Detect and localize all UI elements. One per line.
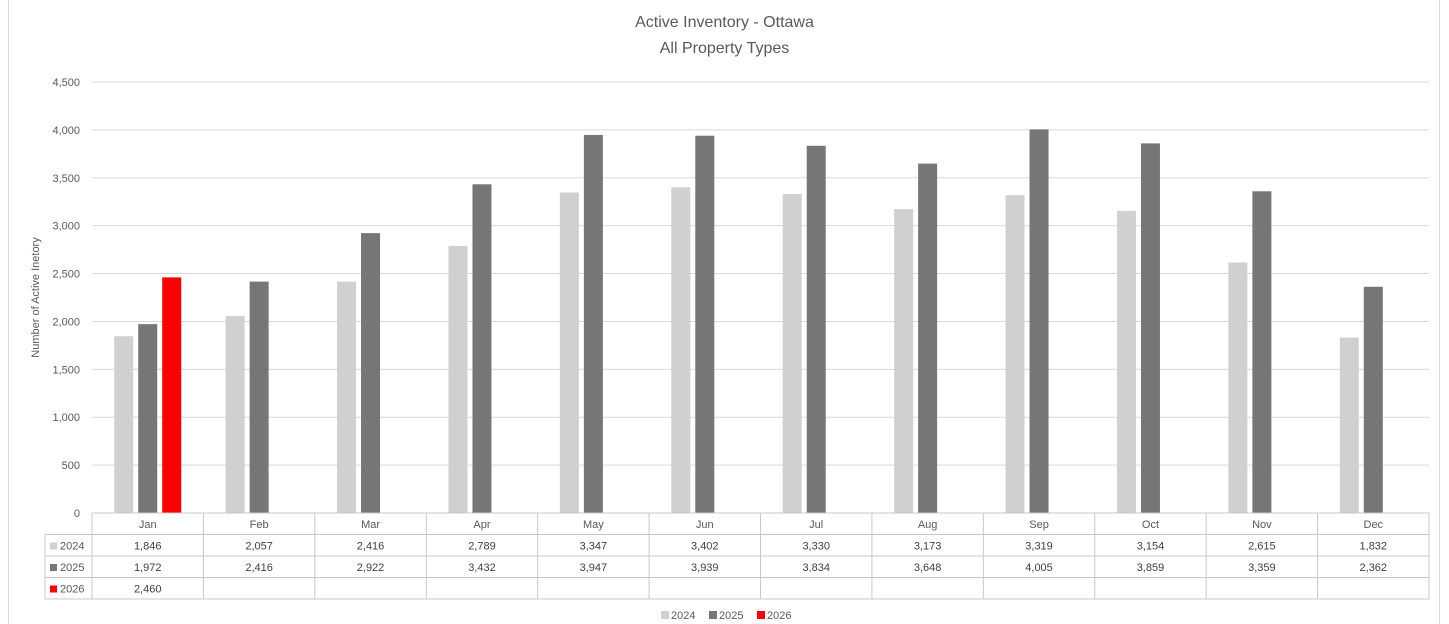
y-tick-label: 0 (74, 508, 80, 520)
legend-label: 2024 (671, 610, 695, 622)
data-label: 1,846 (134, 541, 162, 553)
y-tick-label: 4,000 (52, 125, 80, 137)
data-label: 2,362 (1360, 562, 1388, 574)
bar-2025-jun (695, 135, 715, 514)
y-tick-label: 3,000 (52, 221, 80, 233)
bar-2024-jul (782, 194, 802, 513)
bar-2024-nov (1228, 262, 1248, 513)
y-tick-label: 2,000 (52, 316, 80, 328)
bar-2024-aug (894, 209, 914, 513)
x-tick-label: Aug (918, 519, 938, 531)
y-axis-title: Number of Active Inetory (30, 237, 42, 358)
bar-2024-mar (337, 281, 357, 513)
bar-2024-oct (1116, 210, 1136, 514)
x-tick-label: Nov (1252, 519, 1272, 531)
x-tick-label: Feb (250, 519, 269, 531)
data-label: 2,615 (1248, 541, 1276, 553)
y-tick-label: 3,500 (52, 173, 80, 185)
x-tick-label: Apr (473, 519, 490, 531)
x-tick-label: May (583, 519, 604, 531)
data-label: 3,432 (468, 562, 496, 574)
bar-2025-nov (1252, 191, 1272, 513)
x-tick-label: Sep (1029, 519, 1049, 531)
table-legend-key (50, 564, 57, 571)
y-tick-label: 1,000 (52, 412, 80, 424)
x-tick-label: Jul (809, 519, 823, 531)
table-legend-key (50, 542, 57, 550)
x-tick-label: Mar (361, 519, 380, 531)
data-label: 3,319 (1025, 541, 1053, 553)
bar-2024-dec (1339, 337, 1359, 513)
chart-frame (8, 0, 1440, 624)
bar-2024-apr (448, 245, 468, 513)
x-tick-label: Jan (139, 519, 157, 531)
data-label: 2,416 (245, 562, 273, 574)
data-label: 3,359 (1248, 562, 1276, 574)
table-series-label: 2025 (60, 562, 84, 574)
x-tick-label: Dec (1364, 519, 1384, 531)
x-tick-label: Jun (696, 519, 714, 531)
bar-2024-feb (225, 315, 245, 513)
legend-key (709, 611, 717, 619)
legend-label: 2026 (767, 610, 791, 622)
data-label: 3,347 (580, 541, 608, 553)
table-series-label: 2024 (60, 541, 84, 553)
data-label: 1,832 (1360, 541, 1388, 553)
bar-2025-dec (1363, 286, 1383, 513)
bar-2025-aug (918, 163, 938, 513)
bar-2025-jan (138, 324, 158, 513)
data-label: 2,789 (468, 541, 496, 553)
bar-2025-mar (361, 233, 381, 513)
data-label: 3,402 (691, 541, 719, 553)
x-tick-label: Oct (1142, 519, 1159, 531)
bar-2025-apr (472, 184, 492, 514)
data-label: 3,947 (580, 562, 608, 574)
data-label: 3,859 (1137, 562, 1165, 574)
bar-2026-jan (162, 277, 182, 513)
bar-2025-feb (249, 281, 269, 513)
data-label: 2,460 (134, 584, 162, 596)
y-tick-label: 1,500 (52, 364, 80, 376)
data-label: 3,173 (914, 541, 942, 553)
data-label: 3,154 (1137, 541, 1165, 553)
y-tick-label: 4,500 (52, 77, 80, 89)
y-tick-label: 500 (62, 460, 80, 472)
bar-2024-jan (114, 336, 134, 513)
data-label: 2,922 (357, 562, 385, 574)
data-label: 3,834 (802, 562, 830, 574)
legend-label: 2025 (719, 610, 743, 622)
bar-2025-sep (1029, 129, 1049, 513)
bar-2025-jul (806, 145, 826, 513)
chart-title: Active Inventory - Ottawa (635, 14, 814, 31)
bar-2025-oct (1140, 143, 1160, 513)
bar-2024-may (559, 192, 579, 514)
y-tick-label: 2,500 (52, 269, 80, 281)
legend-key (661, 611, 669, 619)
data-label: 3,939 (691, 562, 719, 574)
data-label: 1,972 (134, 562, 162, 574)
bar-2025-may (583, 134, 603, 513)
data-label: 3,648 (914, 562, 942, 574)
data-label: 2,416 (357, 541, 385, 553)
legend-key (757, 611, 765, 619)
data-label: 4,005 (1025, 562, 1053, 574)
table-legend-key (50, 585, 57, 593)
bar-2024-sep (1005, 195, 1025, 513)
data-label: 2,057 (245, 541, 273, 553)
data-label: 3,330 (802, 541, 830, 553)
table-series-label: 2026 (60, 584, 84, 596)
bar-2024-jun (671, 187, 691, 513)
chart-subtitle: All Property Types (659, 40, 790, 57)
